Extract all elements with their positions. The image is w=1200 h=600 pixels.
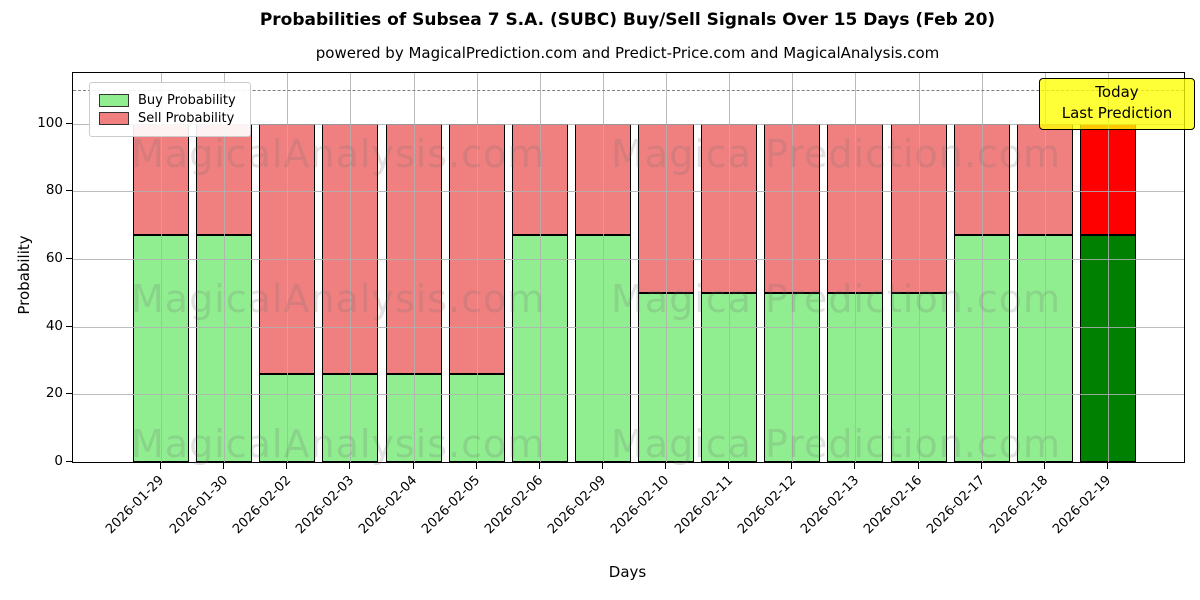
legend-entry-buy: Buy Probability [99, 93, 236, 108]
x-gridline [350, 73, 352, 462]
x-gridline [476, 73, 478, 462]
watermark-text: Magica Prediction.com [611, 277, 1062, 321]
y-tick-label: 60 [45, 250, 63, 267]
buy-color-swatch [99, 94, 129, 107]
x-tick-mark [1043, 463, 1045, 469]
x-tick-mark [665, 463, 667, 469]
x-tick-label: 2026-02-04 [356, 473, 421, 538]
legend: Buy Probability Sell Probability [89, 82, 251, 137]
x-tick-mark [349, 463, 351, 469]
x-tick-label: 2026-02-11 [671, 473, 736, 538]
chart-subtitle: powered by MagicalPrediction.com and Pre… [315, 44, 940, 62]
x-tick-label: 2026-02-09 [545, 473, 610, 538]
x-gridline [1107, 73, 1109, 462]
x-tick-mark [917, 463, 919, 469]
x-tick-mark [475, 463, 477, 469]
x-gridline [855, 73, 857, 462]
x-tick-mark [980, 463, 982, 469]
x-gridline [602, 73, 604, 462]
y-gridline [73, 123, 1184, 125]
x-tick-label: 2026-02-02 [229, 473, 294, 538]
watermark-text: Magica Prediction.com [611, 132, 1062, 176]
y-gridline [73, 326, 1184, 328]
y-tick-label: 80 [45, 182, 63, 199]
x-tick-label: 2026-02-12 [734, 473, 799, 538]
x-gridline [918, 73, 920, 462]
watermark-text: MagicalAnalysis.com [131, 422, 546, 466]
x-tick-label: 2026-02-05 [419, 473, 484, 538]
y-gridline [73, 259, 1184, 261]
x-tick-label: 2026-02-10 [608, 473, 673, 538]
y-tick-label: 100 [37, 114, 63, 131]
sell-color-swatch [99, 112, 129, 125]
x-tick-label: 2026-02-19 [1050, 473, 1115, 538]
today-annotation: Today Last Prediction [1039, 78, 1195, 130]
x-tick-label: 2026-02-17 [924, 473, 989, 538]
x-tick-label: 2026-01-29 [103, 473, 168, 538]
x-tick-mark [854, 463, 856, 469]
x-gridline [666, 73, 668, 462]
y-tick-label: 0 [54, 453, 63, 469]
x-tick-label: 2026-02-13 [798, 473, 863, 538]
x-gridline [792, 73, 794, 462]
plot-area: Buy Probability Sell Probability Today L… [72, 72, 1195, 466]
today-annotation-line1: Today [1095, 83, 1139, 101]
x-gridline [981, 73, 983, 462]
y-tick-mark [66, 258, 72, 260]
chart-title: Probabilities of Subsea 7 S.A. (SUBC) Bu… [259, 10, 996, 30]
x-tick-label: 2026-02-18 [987, 473, 1052, 538]
x-tick-label: 2026-02-06 [482, 473, 547, 538]
legend-buy-label: Buy Probability [138, 93, 236, 108]
x-tick-mark [791, 463, 793, 469]
x-tick-mark [1106, 463, 1108, 469]
y-tick-mark [66, 461, 72, 462]
watermark-text: Magica Prediction.com [611, 422, 1062, 466]
threshold-dashed-line [73, 89, 1184, 91]
y-gridline [73, 191, 1184, 193]
x-gridline [161, 73, 162, 462]
y-gridline [73, 394, 1184, 396]
x-tick-label: 2026-02-16 [861, 473, 926, 538]
x-tick-mark [538, 463, 540, 469]
x-axis-label: Days [608, 563, 647, 581]
y-tick-mark [66, 190, 72, 192]
x-gridline [539, 73, 541, 462]
x-gridline [287, 73, 289, 462]
x-gridline [1044, 73, 1046, 462]
x-tick-mark [601, 463, 603, 469]
x-tick-mark [223, 463, 225, 469]
x-tick-label: 2026-02-03 [292, 473, 357, 538]
y-tick-label: 20 [45, 385, 63, 402]
x-gridline [729, 73, 731, 462]
legend-sell-label: Sell Probability [138, 111, 235, 126]
y-tick-mark [66, 393, 72, 395]
y-tick-mark [66, 122, 72, 124]
x-gridline [413, 73, 415, 462]
x-tick-mark [412, 463, 414, 469]
x-gridline [224, 73, 226, 462]
watermark-text: MagicalAnalysis.com [131, 277, 546, 321]
x-tick-mark [286, 463, 288, 469]
today-annotation-line2: Last Prediction [1061, 104, 1173, 122]
y-axis-label: Probability [15, 235, 33, 315]
y-tick-label: 40 [45, 317, 63, 334]
x-tick-label: 2026-01-30 [166, 473, 231, 538]
x-tick-mark [160, 463, 161, 469]
legend-entry-sell: Sell Probability [99, 111, 236, 126]
x-tick-mark [728, 463, 730, 469]
y-tick-mark [66, 325, 72, 327]
watermark-text: MagicalAnalysis.com [131, 132, 546, 176]
